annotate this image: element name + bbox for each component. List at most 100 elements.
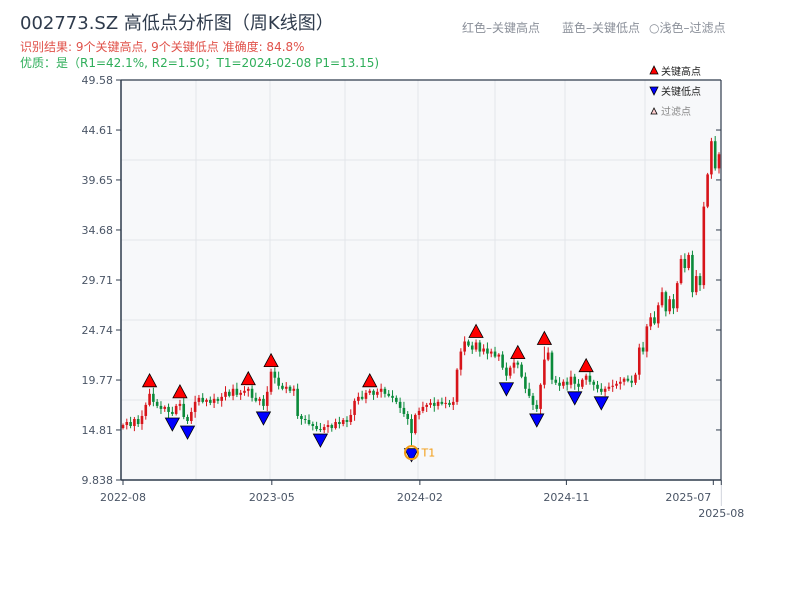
candle-body <box>167 406 170 412</box>
candle-body <box>212 398 216 403</box>
candle-body <box>539 384 542 409</box>
candle-body <box>653 317 656 324</box>
candle-body <box>451 401 455 405</box>
key-high-marker <box>362 372 378 388</box>
candle-body <box>717 154 721 169</box>
plot-area <box>121 80 721 480</box>
candle-body <box>235 388 239 395</box>
key-high-marker <box>141 372 158 388</box>
candle-body <box>193 401 197 412</box>
candle-body <box>562 381 565 386</box>
candle-body <box>209 399 212 403</box>
candle-body <box>668 299 671 312</box>
candle-body <box>243 390 246 393</box>
candle-body <box>288 386 292 391</box>
candle-body <box>330 425 334 429</box>
candle-body <box>319 429 322 431</box>
candle-body <box>133 418 136 427</box>
x-tick-label: 2023-05 <box>249 491 295 504</box>
candle-body <box>231 388 235 396</box>
candle-body <box>432 402 436 406</box>
candle-body <box>311 424 315 427</box>
candle-body <box>239 392 242 395</box>
candle-body <box>220 396 224 401</box>
candle-body <box>315 426 318 430</box>
candle-body <box>577 383 580 387</box>
candle-body <box>152 393 155 402</box>
candle-body <box>372 390 375 395</box>
candle-body <box>531 395 535 405</box>
y-tick-label: 19.77 <box>82 374 114 387</box>
key-low-marker <box>403 448 420 463</box>
candle-body <box>387 393 391 396</box>
candle-body <box>637 347 641 375</box>
candle-body <box>600 388 603 392</box>
candle-body <box>216 398 220 401</box>
candle-body <box>672 299 675 309</box>
candle-body <box>265 391 269 406</box>
candle-body <box>482 348 485 352</box>
candle-body <box>227 391 231 396</box>
candle-body <box>357 396 360 401</box>
candle-body <box>121 425 125 429</box>
t1-circle-marker <box>404 445 420 461</box>
candle-body <box>395 397 398 402</box>
candle-body <box>683 258 687 269</box>
candle-body <box>493 351 497 357</box>
candle-body <box>520 364 523 377</box>
gridlines <box>121 80 721 480</box>
candle-body <box>410 418 413 434</box>
chart-title: 002773.SZ 高低点分析图（周K线图） <box>20 13 334 34</box>
y-tick-label: 39.65 <box>82 174 114 187</box>
candle-body <box>174 405 178 414</box>
candle-body <box>546 352 550 360</box>
candle-body <box>592 381 596 385</box>
y-tick-label: 9.838 <box>82 474 114 487</box>
candle-body <box>630 380 633 383</box>
candle-body <box>414 414 417 434</box>
legend-low-label: 关键低点 <box>661 85 701 98</box>
candle-body <box>573 376 577 384</box>
y-tick-label: 24.74 <box>82 324 114 337</box>
candle-body <box>364 392 368 399</box>
candle-body <box>391 395 394 398</box>
candle-body <box>626 378 630 381</box>
candle-body <box>588 375 592 382</box>
legend-filtered-label: 过滤点 <box>661 105 691 118</box>
candle-body <box>634 374 637 383</box>
candle-body <box>710 141 713 175</box>
candle-body <box>205 399 208 402</box>
candle-body <box>281 385 284 389</box>
candle-body <box>489 351 493 354</box>
candle-body <box>679 258 683 284</box>
candle-body <box>292 388 296 391</box>
candle-body <box>527 388 531 396</box>
candle-body <box>269 371 273 392</box>
y-tick-label: 34.68 <box>82 224 114 237</box>
candle-body <box>581 379 584 387</box>
candle-body <box>376 391 379 395</box>
key-high-marker <box>468 323 484 338</box>
candle-body <box>618 381 622 384</box>
candle-body <box>201 397 205 402</box>
candle-body <box>338 422 341 425</box>
candle-body <box>660 292 664 306</box>
candles <box>121 136 721 447</box>
candle-body <box>569 376 573 385</box>
candle-body <box>444 402 447 404</box>
candle-body <box>459 351 463 370</box>
key-low-marker <box>312 433 329 448</box>
candle-body <box>303 418 307 420</box>
candle-body <box>463 341 466 352</box>
candle-body <box>706 174 709 207</box>
candle-body <box>554 379 558 383</box>
candle-body <box>645 326 649 352</box>
x-tick-label: 2024-02 <box>397 491 443 504</box>
candle-body <box>326 425 330 428</box>
candle-body <box>622 378 626 382</box>
candle-body <box>307 419 311 425</box>
candle-body <box>698 276 702 286</box>
key-low-marker <box>255 411 272 426</box>
